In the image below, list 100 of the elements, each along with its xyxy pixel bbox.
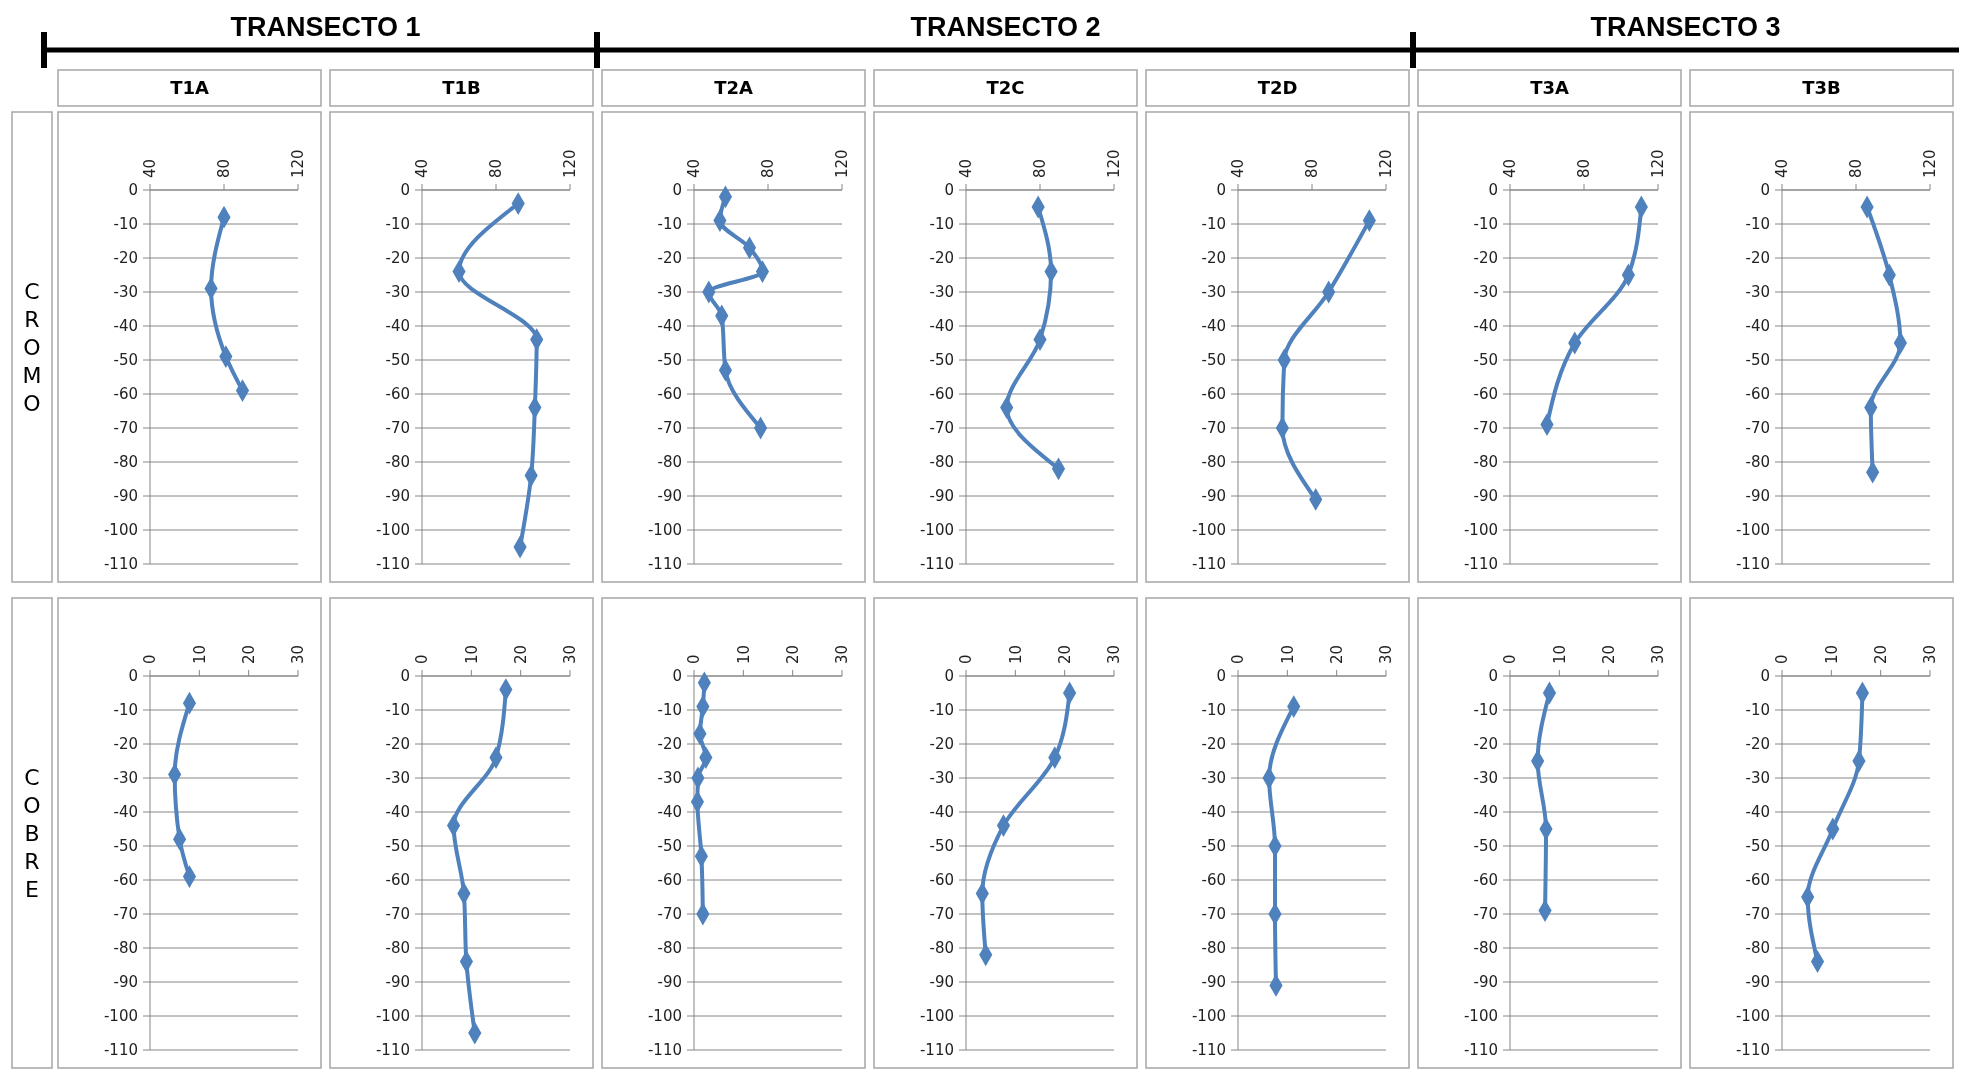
y-tick-label: 0 bbox=[1216, 181, 1226, 200]
y-tick-label: 0 bbox=[128, 667, 138, 686]
y-tick-label: -30 bbox=[929, 283, 954, 302]
y-tick-label: -30 bbox=[113, 283, 138, 302]
y-tick-label: -10 bbox=[385, 215, 410, 234]
y-tick-label: -100 bbox=[375, 521, 410, 540]
y-tick-label: -110 bbox=[1735, 1041, 1770, 1060]
y-tick-label: -70 bbox=[113, 905, 138, 924]
y-tick-label: -60 bbox=[929, 871, 954, 890]
x-tick-label: 10 bbox=[734, 644, 753, 664]
y-tick-label: -20 bbox=[929, 249, 954, 268]
x-tick-label: 30 bbox=[1921, 644, 1940, 664]
y-tick-label: -70 bbox=[657, 905, 682, 924]
x-tick-label: 80 bbox=[1303, 158, 1322, 178]
y-tick-label: -80 bbox=[113, 453, 138, 472]
chart-title: T2A bbox=[714, 77, 753, 99]
y-tick-label: -10 bbox=[113, 701, 138, 720]
y-tick-label: -20 bbox=[385, 735, 410, 754]
chart-title: T1A bbox=[170, 77, 209, 99]
y-tick-label: -70 bbox=[929, 905, 954, 924]
y-tick-label: -100 bbox=[1191, 1007, 1226, 1026]
y-tick-label: 0 bbox=[944, 181, 954, 200]
y-tick-label: 0 bbox=[672, 181, 682, 200]
y-tick-label: -80 bbox=[657, 939, 682, 958]
y-tick-label: -40 bbox=[1201, 317, 1226, 336]
x-tick-label: 0 bbox=[141, 654, 160, 664]
y-tick-label: -110 bbox=[1463, 1041, 1498, 1060]
y-tick-label: -100 bbox=[919, 1007, 954, 1026]
y-tick-label: -50 bbox=[1473, 351, 1498, 370]
x-tick-label: 0 bbox=[413, 654, 432, 664]
y-tick-label: -110 bbox=[919, 555, 954, 574]
y-tick-label: -40 bbox=[657, 317, 682, 336]
y-tick-label: -80 bbox=[1745, 939, 1770, 958]
y-tick-label: -110 bbox=[1463, 555, 1498, 574]
text: TRANSECTO 1 bbox=[230, 12, 421, 42]
y-tick-label: -40 bbox=[1473, 317, 1498, 336]
y-tick-label: -110 bbox=[103, 1041, 138, 1060]
y-tick-label: -50 bbox=[113, 351, 138, 370]
x-tick-label: 20 bbox=[1327, 644, 1346, 664]
y-tick-label: -20 bbox=[1473, 249, 1498, 268]
y-tick-label: -110 bbox=[375, 1041, 410, 1060]
y-tick-label: -80 bbox=[385, 939, 410, 958]
y-tick-label: -90 bbox=[657, 487, 682, 506]
y-tick-label: 0 bbox=[1488, 181, 1498, 200]
x-tick-label: 10 bbox=[1278, 644, 1297, 664]
x-tick-label: 20 bbox=[783, 644, 802, 664]
y-tick-label: -100 bbox=[1463, 521, 1498, 540]
y-tick-label: -60 bbox=[113, 385, 138, 404]
x-tick-label: 40 bbox=[413, 158, 432, 178]
y-tick-label: -90 bbox=[1473, 487, 1498, 506]
x-tick-label: 80 bbox=[759, 158, 778, 178]
chart-title: T3A bbox=[1530, 77, 1569, 99]
x-tick-label: 30 bbox=[1105, 644, 1124, 664]
y-tick-label: -100 bbox=[103, 521, 138, 540]
y-tick-label: -90 bbox=[1745, 487, 1770, 506]
y-tick-label: -70 bbox=[1201, 905, 1226, 924]
y-tick-label: -10 bbox=[1745, 701, 1770, 720]
y-tick-label: -100 bbox=[1191, 521, 1226, 540]
y-tick-label: -10 bbox=[657, 215, 682, 234]
x-tick-label: 30 bbox=[1377, 644, 1396, 664]
y-tick-label: -50 bbox=[657, 837, 682, 856]
text: TRANSECTO 3 bbox=[1590, 12, 1781, 42]
y-tick-label: -70 bbox=[113, 419, 138, 438]
y-tick-label: -80 bbox=[1201, 939, 1226, 958]
y-tick-label: -40 bbox=[385, 803, 410, 822]
y-tick-label: -40 bbox=[929, 317, 954, 336]
y-tick-label: 0 bbox=[944, 667, 954, 686]
y-tick-label: -20 bbox=[657, 249, 682, 268]
y-tick-label: -50 bbox=[929, 351, 954, 370]
y-tick-label: -60 bbox=[1473, 385, 1498, 404]
y-tick-label: -70 bbox=[929, 419, 954, 438]
y-tick-label: -60 bbox=[929, 385, 954, 404]
x-tick-label: 40 bbox=[957, 158, 976, 178]
y-tick-label: -90 bbox=[385, 487, 410, 506]
y-tick-label: -20 bbox=[385, 249, 410, 268]
y-tick-label: -110 bbox=[1191, 1041, 1226, 1060]
x-tick-label: 80 bbox=[1847, 158, 1866, 178]
y-tick-label: -50 bbox=[657, 351, 682, 370]
y-axis-title: COBRE bbox=[23, 764, 41, 902]
y-tick-label: -80 bbox=[929, 939, 954, 958]
x-tick-label: 120 bbox=[833, 149, 852, 178]
x-tick-label: 40 bbox=[1229, 158, 1248, 178]
y-tick-label: -70 bbox=[1745, 905, 1770, 924]
y-tick-label: -70 bbox=[1745, 419, 1770, 438]
x-tick-label: 10 bbox=[1822, 644, 1841, 664]
y-tick-label: -10 bbox=[1201, 215, 1226, 234]
y-tick-label: -30 bbox=[1745, 283, 1770, 302]
y-tick-label: -110 bbox=[103, 555, 138, 574]
y-tick-label: -70 bbox=[385, 905, 410, 924]
y-tick-label: 0 bbox=[1760, 181, 1770, 200]
y-tick-label: -40 bbox=[1745, 803, 1770, 822]
y-tick-label: 0 bbox=[400, 667, 410, 686]
chart-title: T1B bbox=[442, 77, 481, 99]
x-tick-label: 120 bbox=[1649, 149, 1668, 178]
x-tick-label: 120 bbox=[1921, 149, 1940, 178]
y-tick-label: -90 bbox=[929, 973, 954, 992]
x-tick-label: 30 bbox=[1649, 644, 1668, 664]
y-tick-label: -60 bbox=[385, 385, 410, 404]
chart-title: T2C bbox=[986, 77, 1025, 99]
x-tick-label: 20 bbox=[1055, 644, 1074, 664]
